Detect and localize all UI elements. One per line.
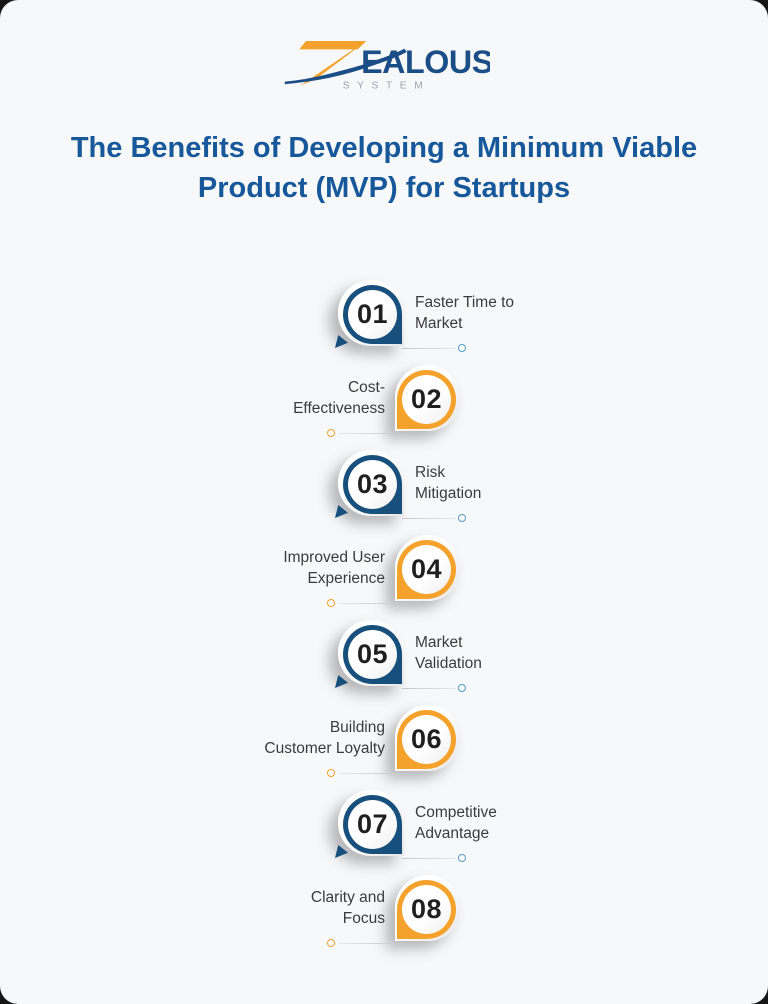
step-label-line: Faster Time to [415,294,515,311]
connector-dot [458,684,466,692]
badge-tail [335,335,348,348]
connector-line [339,602,405,604]
connector-dot [458,854,466,862]
step-label-line: Improved User [283,549,385,566]
page-title: The Benefits of Developing a Minimum Via… [0,128,768,208]
step-badge-02: 02 [395,365,461,431]
badge-face: 06 [402,715,451,764]
badge-face: 01 [348,290,397,339]
step-row-08: 08 Clarity and Focus [0,863,768,955]
connector-dot [458,514,466,522]
step-number: 06 [410,724,443,754]
step-number: 04 [410,554,443,584]
step-label: Faster Time to Market [415,292,600,334]
step-number: 07 [356,809,389,839]
step-badge-05: 05 [335,620,404,688]
step-badge-07: 07 [335,790,404,858]
step-label: Competitive Advantage [415,802,600,844]
badge-face: 02 [402,375,451,424]
step-number: 02 [410,384,443,414]
connector [327,599,405,608]
connector-line [339,772,405,774]
step-label-line: Competitive [415,804,497,821]
page-title-line2: Product (MVP) for Startups [197,172,571,204]
step-label-line: Customer Loyalty [264,740,385,757]
step-label-line: Effectiveness [293,400,385,417]
step-row-06: 06 Building Customer Loyalty [0,693,768,785]
step-number: 01 [356,299,389,329]
zealous-logo-graphic: EALOUS SYSTEM [284,40,490,91]
connector-line [339,432,405,434]
connector-dot [458,344,466,352]
step-label-line: Market [415,315,463,332]
connector-line [402,687,456,689]
step-label-line: Advantage [415,825,490,842]
step-row-02: 02 Cost- Effectiveness [0,353,768,445]
badge-face: 08 [402,885,451,934]
step-label: Improved User Experience [185,547,385,589]
step-badge-08: 08 [395,875,461,941]
logo-subtitle: SYSTEM [343,80,431,91]
connector-dot [327,769,335,777]
connector-dot [327,429,335,437]
badge-face: 03 [348,460,397,509]
logo-z-top-bar [299,40,367,50]
step-label-line: Clarity and [310,889,385,906]
step-label-line: Cost- [347,379,385,396]
badge-face: 07 [348,800,397,849]
step-row-05: 05 Market Validation [0,608,768,700]
step-number: 05 [356,639,389,669]
badge-tail [335,675,348,688]
connector-dot [327,939,335,947]
step-badge-03: 03 [335,450,404,518]
connector [327,429,405,438]
connector-line [402,857,456,859]
connector-dot [327,599,335,607]
step-label-line: Market [415,634,463,651]
step-badge-01: 01 [335,280,404,348]
step-label: Clarity and Focus [185,887,385,929]
connector [402,344,466,353]
connector [402,854,466,863]
badge-face: 04 [402,545,451,594]
badge-tail [335,845,348,858]
step-row-04: 04 Improved User Experience [0,523,768,615]
step-label: Risk Mitigation [415,462,600,504]
step-row-03: 03 Risk Mitigation [0,438,768,530]
page-title-line1: The Benefits of Developing a Minimum Via… [70,132,698,164]
logo-z-diagonal [300,40,367,86]
step-label-line: Focus [342,910,385,927]
step-label: Market Validation [415,632,600,674]
connector-line [402,517,456,519]
step-badge-04: 04 [395,535,461,601]
zealous-logo: EALOUS SYSTEM [0,34,768,92]
step-label-line: Mitigation [415,485,482,502]
step-label-line: Risk [415,464,446,481]
connector [327,939,405,948]
logo-swoosh [284,48,407,85]
step-number: 08 [410,894,443,924]
badge-face: 05 [348,630,397,679]
step-row-07: 07 Competitive Advantage [0,778,768,870]
step-label: Building Customer Loyalty [185,717,385,759]
connector [327,769,405,778]
step-label-line: Validation [415,655,482,672]
step-badge-06: 06 [395,705,461,771]
badge-tail [335,505,348,518]
step-label-line: Experience [307,570,385,587]
step-row-01: 01 Faster Time to Market [0,268,768,360]
step-label-line: Building [329,719,385,736]
logo-wordmark: EALOUS [361,44,490,80]
connector-line [339,942,405,944]
step-number: 03 [356,469,389,499]
step-label: Cost- Effectiveness [185,377,385,419]
connector [402,514,466,523]
connector [402,684,466,693]
connector-line [402,347,456,349]
